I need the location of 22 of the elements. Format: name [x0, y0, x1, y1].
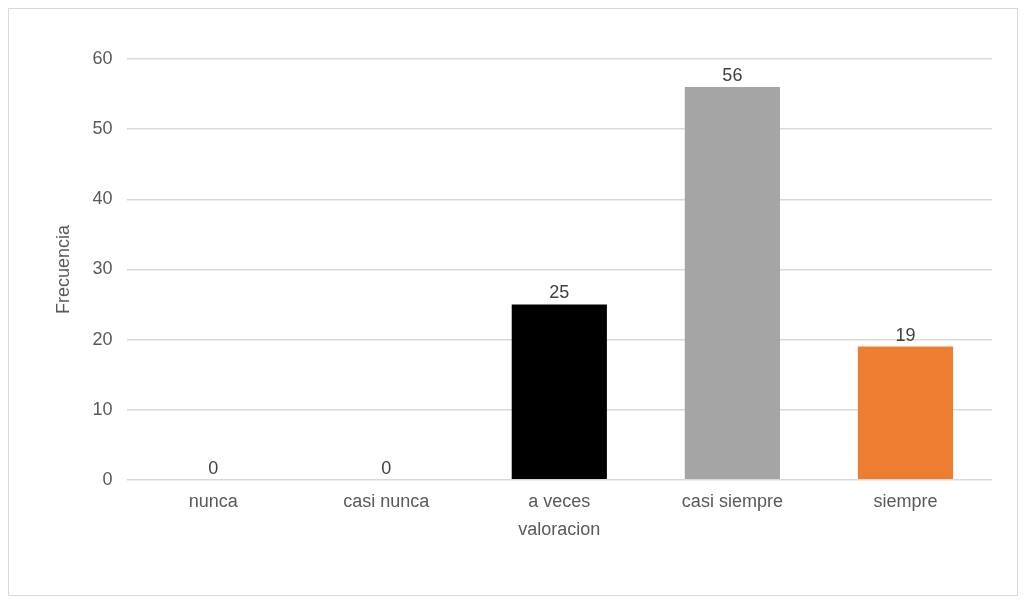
x-axis-title: valoracion: [518, 519, 601, 540]
data-label: 56: [722, 65, 743, 86]
x-tick-label: a veces: [528, 490, 591, 511]
x-tick-label: nunca: [188, 490, 239, 511]
y-tick-label: 50: [92, 118, 113, 139]
bar: [511, 304, 607, 480]
data-label: 25: [549, 282, 570, 303]
x-tick-label: siempre: [873, 490, 938, 511]
data-label: 0: [381, 457, 392, 478]
y-axis-title: Frecuencia: [52, 223, 73, 314]
y-tick-label: 20: [92, 328, 113, 349]
y-tick-label: 60: [92, 47, 113, 68]
x-tick-label: casi siempre: [681, 490, 783, 511]
y-tick-label: 0: [102, 468, 113, 489]
bar: [684, 87, 780, 480]
data-label: 19: [895, 324, 916, 345]
data-label: 0: [208, 457, 219, 478]
y-tick-label: 30: [92, 258, 113, 279]
x-tick-label: casi nunca: [343, 490, 431, 511]
y-tick-label: 10: [92, 398, 113, 419]
y-tick-label: 40: [92, 188, 113, 209]
bar: [857, 346, 954, 480]
